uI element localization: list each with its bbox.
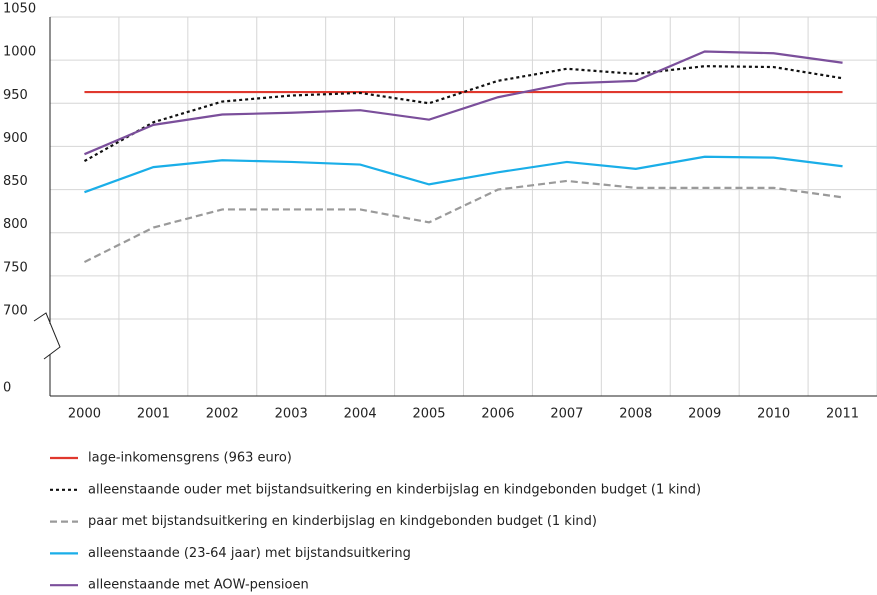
x-tick-label: 2002 xyxy=(206,407,239,422)
y-tick-label: 1000 xyxy=(3,45,36,60)
series-line xyxy=(84,155,843,194)
y-tick-label: 800 xyxy=(3,217,28,232)
x-tick-label: 2004 xyxy=(344,407,377,422)
x-tick-label: 2000 xyxy=(68,407,101,422)
x-tick-label: 2005 xyxy=(412,407,445,422)
y-tick-label: 700 xyxy=(3,304,28,319)
y-tick-label: 750 xyxy=(3,260,28,275)
legend-label: lage-inkomensgrens (963 euro) xyxy=(88,451,292,466)
x-tick-label: 2009 xyxy=(688,407,721,422)
x-tick-label: 2011 xyxy=(826,407,859,422)
legend-label: alleenstaande (23-64 jaar) met bijstands… xyxy=(88,546,411,561)
series-line xyxy=(84,50,843,156)
x-tick-label: 2007 xyxy=(550,407,583,422)
axis-break-mask xyxy=(44,324,56,354)
x-tick-label: 2001 xyxy=(137,407,170,422)
y-tick-label: 850 xyxy=(3,174,28,189)
legend-label: alleenstaande ouder met bijstandsuitkeri… xyxy=(88,482,701,497)
series-line xyxy=(83,65,843,163)
x-tick-label: 2006 xyxy=(481,407,514,422)
x-tick-label: 2008 xyxy=(619,407,652,422)
y-tick-label: 0 xyxy=(3,381,11,396)
y-tick-label: 1050 xyxy=(3,2,36,17)
y-tick-label: 900 xyxy=(3,131,28,146)
y-tick-label: 950 xyxy=(3,88,28,103)
legend-label: paar met bijstandsuitkering en kinderbij… xyxy=(88,514,597,529)
legend-label: alleenstaande met AOW-pensioen xyxy=(88,578,309,593)
series-line xyxy=(83,179,843,264)
axis-break xyxy=(33,312,61,360)
x-tick-label: 2003 xyxy=(275,407,308,422)
x-tick-label: 2010 xyxy=(757,407,790,422)
